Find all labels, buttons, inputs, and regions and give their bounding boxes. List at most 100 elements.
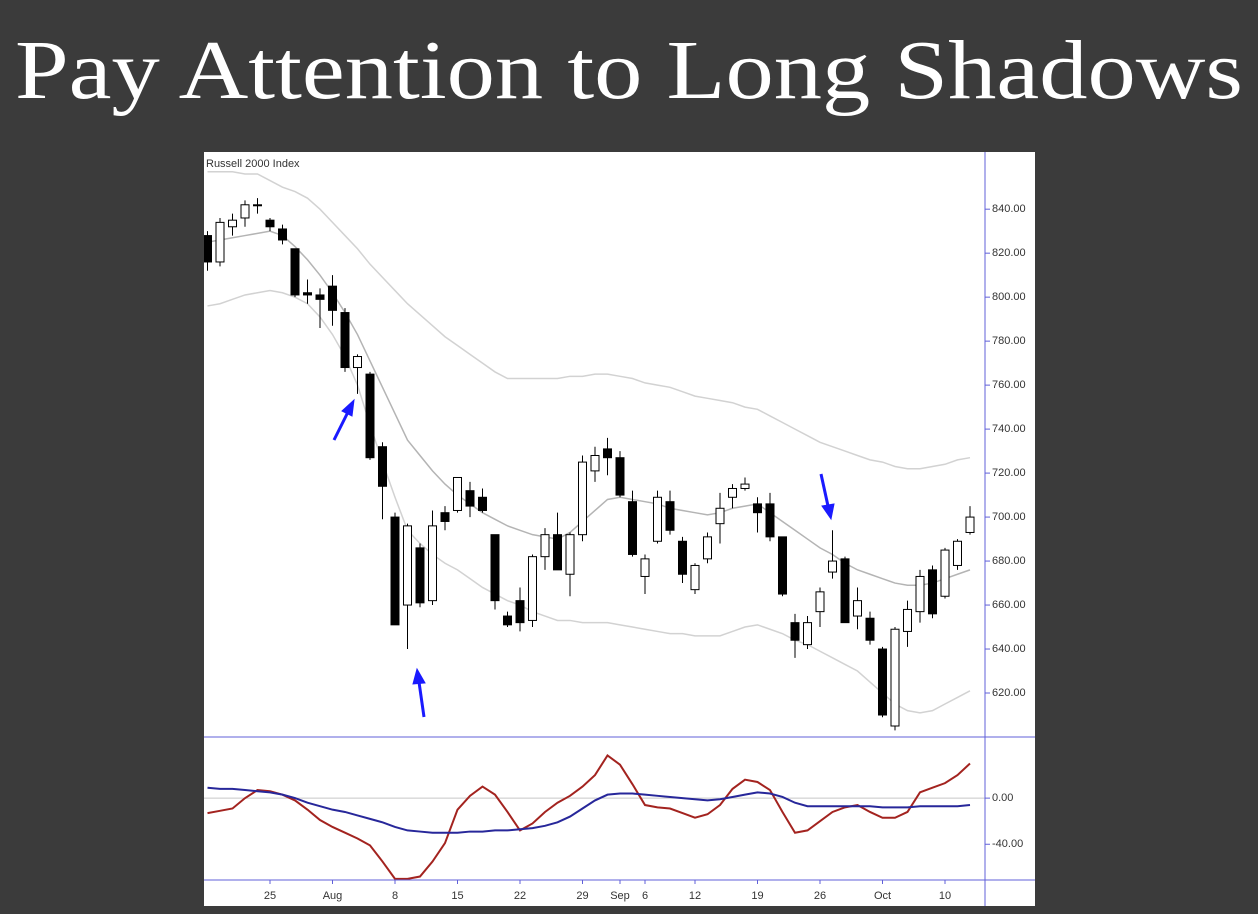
arrow xyxy=(417,681,426,718)
candle-body xyxy=(840,558,850,624)
chart-frame xyxy=(204,152,1035,906)
x-tick-label: 8 xyxy=(392,890,398,902)
candle-body xyxy=(590,454,600,472)
candle-body xyxy=(828,560,837,573)
x-tick-label: Sep xyxy=(610,890,630,902)
candle-body xyxy=(940,549,950,597)
candle-body xyxy=(553,534,562,571)
candle-body xyxy=(503,615,512,626)
x-tick-label: 22 xyxy=(514,890,526,902)
candle-body xyxy=(465,490,475,507)
x-tick-label: 25 xyxy=(264,890,276,902)
candle-body xyxy=(478,496,487,511)
y-tick-label: 760.00 xyxy=(992,379,1026,391)
candle-body xyxy=(265,219,275,228)
x-tick-label: Aug xyxy=(323,890,343,902)
x-tick-label: 29 xyxy=(576,890,588,902)
candle-body xyxy=(290,248,300,296)
candle-body xyxy=(228,219,237,228)
candle-body xyxy=(953,540,962,566)
candle-body xyxy=(915,575,925,613)
candle-body xyxy=(578,461,587,536)
chart-title: Russell 2000 Index xyxy=(206,158,300,170)
x-tick-label: 10 xyxy=(939,890,951,902)
candle-body xyxy=(453,476,462,511)
x-tick-label: 12 xyxy=(689,890,701,902)
line-series xyxy=(207,786,971,834)
candle-body xyxy=(515,600,525,624)
y-tick-label: 660.00 xyxy=(992,599,1026,611)
slide-title: Pay Attention to Long Shadows xyxy=(15,24,1243,117)
y-tick-label: 620.00 xyxy=(992,687,1026,699)
x-tick-label: 19 xyxy=(751,890,763,902)
arrowhead xyxy=(412,667,426,685)
candle-body xyxy=(715,507,725,525)
line-series xyxy=(207,754,971,880)
candle-body xyxy=(903,608,912,632)
candle-body xyxy=(865,617,875,641)
band-line xyxy=(207,289,971,714)
x-tick-label: 15 xyxy=(451,890,463,902)
candle-body xyxy=(928,569,937,615)
arrowhead xyxy=(341,398,355,417)
candle-body xyxy=(853,600,862,617)
candle-body xyxy=(340,312,350,369)
candle-body xyxy=(778,536,787,595)
candle-body xyxy=(440,512,450,522)
candle-body xyxy=(403,525,412,606)
candle-body xyxy=(740,483,750,489)
candle-body xyxy=(678,540,687,575)
arrow xyxy=(819,473,830,507)
y-tick-label: 800.00 xyxy=(992,291,1026,303)
y-tick-label: 720.00 xyxy=(992,467,1026,479)
y-tick-label: 740.00 xyxy=(992,423,1026,435)
candle-body xyxy=(490,534,500,602)
candle-body xyxy=(253,204,262,207)
y-tick-label: 0.00 xyxy=(992,792,1013,804)
candle-body xyxy=(215,221,225,263)
candle-body xyxy=(890,628,900,727)
y-tick-label: 640.00 xyxy=(992,643,1026,655)
annotations xyxy=(332,398,835,718)
candle-body xyxy=(753,503,762,514)
arrow xyxy=(332,411,350,441)
candle-body xyxy=(803,622,812,646)
candle-body xyxy=(365,373,375,459)
candle-body xyxy=(628,501,637,555)
candle-body xyxy=(765,503,775,538)
candle-body xyxy=(204,235,212,263)
candle-body xyxy=(965,516,975,533)
plot-area xyxy=(204,171,985,880)
y-tick-label: 680.00 xyxy=(992,555,1026,567)
candle-body xyxy=(690,564,700,591)
x-tick-label: Oct xyxy=(874,890,891,902)
candle-body xyxy=(790,622,800,641)
candle-body xyxy=(428,525,437,602)
arrowhead xyxy=(821,503,835,521)
y-tick-label: -40.00 xyxy=(992,838,1023,850)
y-tick-label: 700.00 xyxy=(992,511,1026,523)
candle-body xyxy=(278,228,287,241)
x-tick-label: 6 xyxy=(642,890,648,902)
candle-body xyxy=(415,547,425,604)
candle-body xyxy=(615,457,625,496)
x-tick-label: 26 xyxy=(814,890,826,902)
candle-body xyxy=(603,448,612,459)
y-tick-label: 820.00 xyxy=(992,247,1026,259)
candle-body xyxy=(640,558,650,577)
candle-body xyxy=(528,556,537,621)
candle-body xyxy=(315,294,325,300)
candle-body xyxy=(303,292,312,296)
candle-body xyxy=(703,536,712,560)
candle-body xyxy=(328,285,337,311)
y-tick-label: 840.00 xyxy=(992,203,1026,215)
candle-body xyxy=(240,204,250,219)
candle-body xyxy=(540,534,550,558)
candle-body xyxy=(665,501,675,531)
y-tick-label: 780.00 xyxy=(992,335,1026,347)
candle-body xyxy=(390,516,400,626)
candle-body xyxy=(378,446,387,487)
candle-body xyxy=(728,487,737,498)
candle-body xyxy=(653,496,662,542)
